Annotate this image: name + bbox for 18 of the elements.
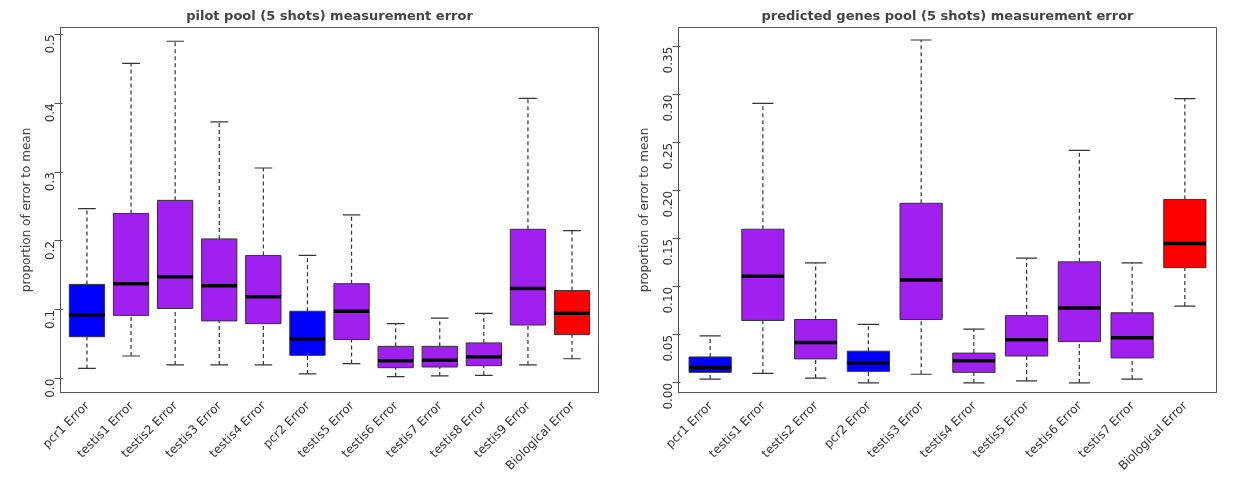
y-tick-label: 0.35 [661, 46, 675, 74]
y-tick-label: 0.20 [661, 190, 675, 218]
y-tick-label: 0.5 [43, 34, 57, 54]
y-axis-title: proportion of error to mean [636, 127, 651, 293]
y-axis-title: proportion of error to mean [18, 127, 33, 293]
y-tick-label: 0.4 [43, 103, 57, 123]
y-tick-label: 0.00 [661, 382, 675, 410]
y-tick-label: 0.0 [43, 378, 57, 398]
y-tick-label: 0.25 [661, 142, 675, 170]
y-tick-label: 0.10 [661, 286, 675, 314]
y-tick-label: 0.1 [43, 309, 57, 329]
y-tick-label: 0.15 [661, 238, 675, 266]
y-tick-label: 0.30 [661, 94, 675, 122]
chart-title: predicted genes pool (5 shots) measurement error [761, 7, 1135, 23]
y-tick-label: 0.2 [43, 240, 57, 261]
y-tick-label: 0.3 [43, 172, 57, 192]
chart-title: pilot pool (5 shots) measurement error [186, 7, 474, 23]
y-tick-label: 0.05 [661, 334, 675, 362]
